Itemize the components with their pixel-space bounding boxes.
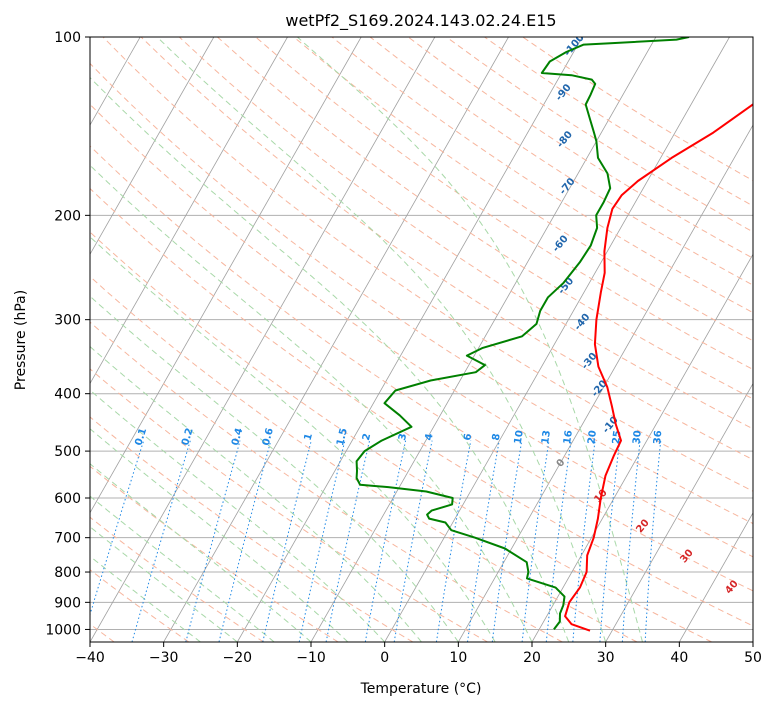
mixing-ratio-label: 1.5	[335, 427, 350, 447]
dry-adiabat-line	[0, 37, 775, 642]
mixing-ratio-label: 13	[540, 429, 553, 444]
dry-adiabat-label: -80	[555, 129, 575, 150]
moist-adiabat-line	[0, 37, 458, 642]
mixing-ratio-line	[132, 441, 190, 642]
moist-adiabat-line	[0, 37, 274, 642]
y-tick-label: 300	[54, 313, 81, 329]
y-tick-label: 700	[54, 531, 81, 547]
plot-frame	[90, 37, 753, 642]
mixing-ratio-label: 2	[361, 432, 373, 441]
isotherm-line	[753, 37, 775, 642]
y-tick-label: 600	[54, 491, 81, 507]
y-tick-label: 800	[54, 565, 81, 581]
mixing-ratio-label: 16	[562, 430, 575, 445]
x-tick-label: 40	[670, 650, 688, 666]
moist-adiabat-line	[0, 37, 201, 642]
isotherm-line	[458, 37, 775, 642]
dry-adiabat-line	[256, 37, 775, 642]
dry-adiabat-line	[523, 37, 775, 642]
x-tick-label: 50	[744, 650, 762, 666]
y-tick-label: 100	[54, 30, 81, 46]
moist-adiabat-label: 30	[678, 547, 695, 565]
isotherm-line	[16, 37, 361, 642]
mixing-ratio-label: 20	[586, 430, 599, 445]
y-tick-label: 1000	[45, 622, 81, 638]
isotherm-line	[385, 37, 730, 642]
moist-adiabat-line	[0, 37, 422, 642]
mixing-ratio-line	[82, 441, 144, 642]
isotherm-line	[532, 37, 775, 642]
dry-adiabat-line	[0, 37, 562, 642]
mixing-ratio-line	[263, 441, 312, 642]
mixing-ratio-label: 8	[491, 433, 503, 442]
dry-adiabat-line	[294, 37, 775, 642]
mixing-ratio-line	[600, 441, 620, 642]
y-tick-label: 500	[54, 444, 81, 460]
isotherm-line	[0, 37, 214, 642]
y-axis-label: Pressure (hPa)	[13, 290, 29, 390]
moist-adiabat-line	[0, 37, 495, 642]
mixing-ratio-label: 30	[631, 430, 643, 445]
x-tick-label: −10	[296, 650, 326, 666]
mixing-ratio-label: 0.2	[180, 427, 196, 447]
mixing-ratio-label: 36	[652, 430, 664, 445]
moist-adiabat-label: 20	[634, 517, 651, 535]
isotherm-line	[0, 37, 67, 642]
mixing-ratio-line	[326, 441, 370, 642]
dry-adiabat-line	[332, 37, 775, 642]
x-tick-label: 20	[523, 650, 541, 666]
x-tick-label: 0	[380, 650, 389, 666]
dry-adiabat-label: -90	[554, 82, 574, 103]
mixing-ratio-line	[219, 441, 271, 642]
x-tick-label: −40	[75, 650, 105, 666]
x-tick-label: −20	[223, 650, 253, 666]
moist-adiabat-line	[0, 37, 385, 642]
dry-adiabat-line	[0, 37, 637, 642]
moist-adiabat-line	[0, 37, 348, 642]
mixing-ratio-label: 1	[303, 432, 315, 441]
moist-adiabat-label: 40	[723, 578, 740, 596]
mixing-ratio-label: 0.6	[261, 427, 276, 447]
dry-adiabat-label: -60	[551, 234, 571, 255]
isotherm-line	[0, 37, 288, 642]
moist-adiabat-label: 0	[555, 457, 568, 469]
dry-adiabat-line	[103, 37, 775, 642]
y-tick-label: 200	[54, 208, 81, 224]
dry-adiabat-line	[446, 37, 775, 642]
mixing-ratio-label: 4	[424, 433, 436, 442]
dry-adiabat-line	[0, 37, 413, 642]
dewpoint-profile-line	[357, 37, 689, 629]
x-tick-label: 30	[597, 650, 615, 666]
chart-title: wetPf2_S169.2024.143.02.24.E15	[285, 11, 556, 31]
mixing-ratio-line	[186, 441, 240, 642]
x-axis-label: Temperature (°C)	[360, 681, 482, 697]
temperature-profile-line	[565, 37, 775, 631]
x-tick-label: −30	[149, 650, 179, 666]
moist-adiabat-line	[52, 37, 569, 642]
dry-adiabat-label: -40	[572, 312, 592, 333]
mixing-ratio-label: 0.1	[133, 427, 149, 447]
mixing-ratio-line	[522, 441, 549, 642]
dry-adiabat-line	[0, 37, 264, 642]
dry-adiabat-line	[0, 37, 488, 642]
dry-adiabat-line	[65, 37, 775, 642]
mixing-ratio-line	[645, 441, 661, 642]
mixing-ratio-label: 6	[462, 433, 474, 442]
x-tick-label: 10	[449, 650, 467, 666]
y-tick-label: 400	[54, 387, 81, 403]
y-tick-label: 900	[54, 595, 81, 611]
mixing-ratio-line	[365, 441, 405, 642]
isotherm-line	[679, 37, 775, 642]
dry-adiabat-line	[0, 37, 712, 642]
mixing-ratio-line	[622, 441, 640, 642]
mixing-ratio-label: 10	[513, 429, 526, 445]
dry-adiabat-line	[0, 37, 775, 642]
